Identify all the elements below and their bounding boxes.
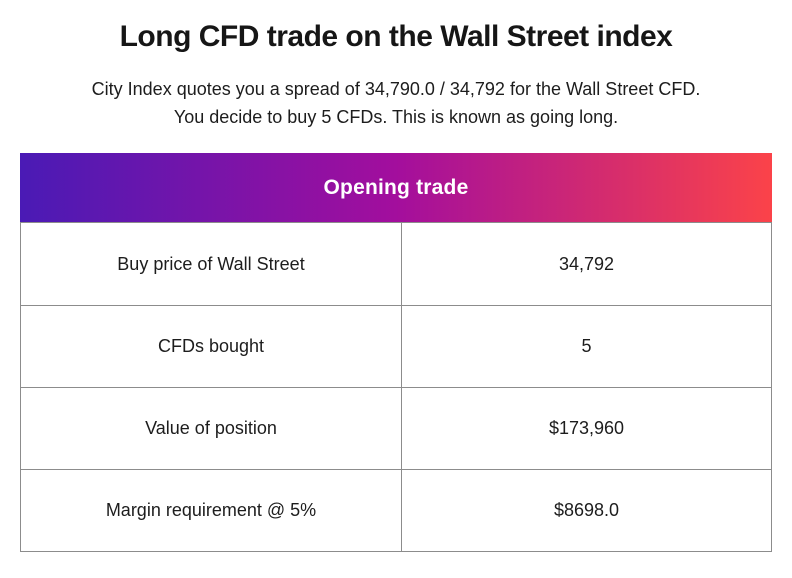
page-title: Long CFD trade on the Wall Street index — [119, 20, 673, 53]
row-label: CFDs bought — [21, 306, 402, 387]
row-value: 5 — [581, 336, 592, 356]
table-row: Buy price of Wall Street 34,792 — [21, 223, 771, 305]
table-header-label: Opening trade — [323, 175, 469, 199]
row-label: Margin requirement @ 5% — [21, 470, 402, 551]
row-value: $173,960 — [548, 418, 625, 438]
row-value: $8698.0 — [553, 500, 620, 520]
subtitle: City Index quotes you a spread of 34,790… — [0, 55, 792, 131]
row-label: Buy price of Wall Street — [21, 223, 402, 305]
row-value: 34,792 — [558, 253, 615, 274]
table-row: CFDs bought 5 — [21, 305, 771, 387]
table-body: Buy price of Wall Street 34,792 CFDs bou… — [20, 222, 772, 552]
table-row: Value of position $173,960 — [21, 387, 771, 469]
row-label: Value of position — [21, 388, 402, 469]
table-row: Margin requirement @ 5% $8698.0 — [21, 469, 771, 551]
subtitle-line-1: City Index quotes you a spread of 34,790… — [91, 79, 701, 99]
subtitle-line-2: You decide to buy 5 CFDs. This is known … — [173, 107, 619, 127]
table-header-band: Opening trade — [20, 153, 772, 222]
opening-trade-table: Opening trade Buy price of Wall Street 3… — [20, 153, 772, 552]
